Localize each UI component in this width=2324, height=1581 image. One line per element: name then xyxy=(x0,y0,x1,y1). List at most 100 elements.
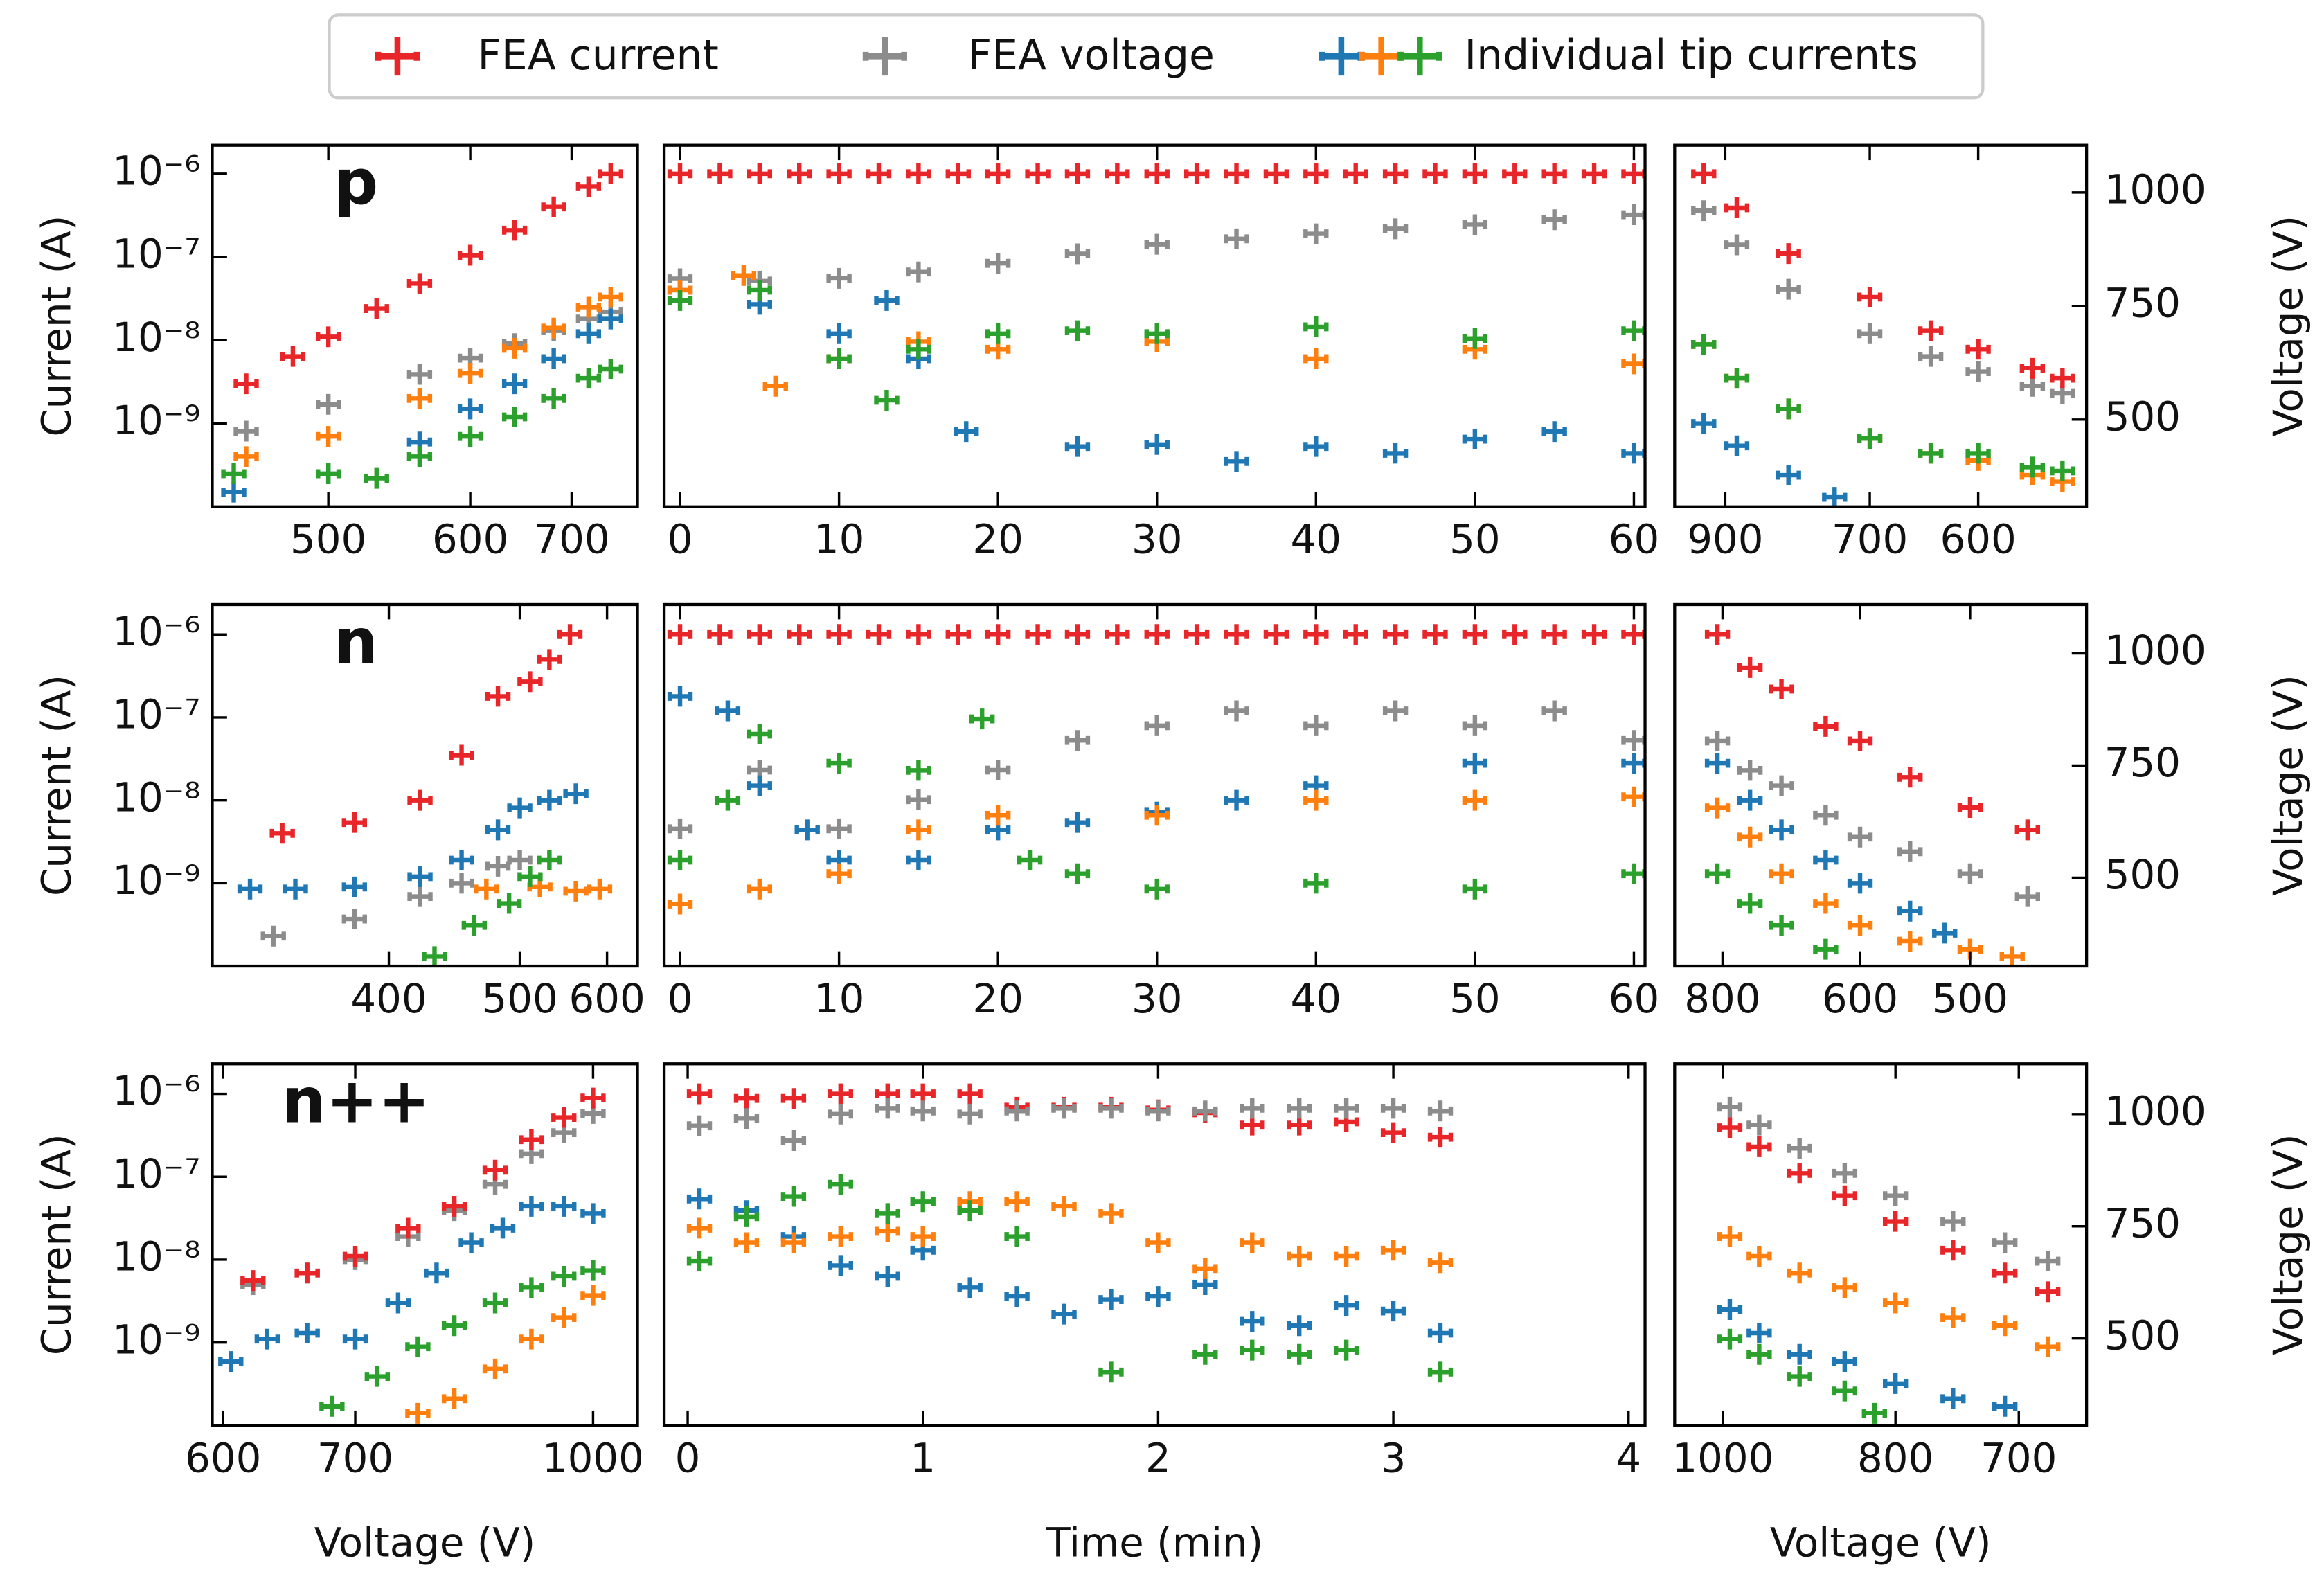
data-point xyxy=(551,1122,577,1143)
x-tick-label: 3 xyxy=(1381,1434,1406,1481)
data-point xyxy=(461,915,488,936)
legend-marker xyxy=(1359,37,1404,76)
y-tick-label: 10⁻⁸ xyxy=(112,774,200,821)
data-point xyxy=(1333,1111,1359,1132)
data-point xyxy=(1303,436,1329,457)
data-point xyxy=(580,1102,606,1124)
data-point xyxy=(957,1083,983,1105)
data-point xyxy=(541,317,566,339)
data-point xyxy=(1787,1366,1812,1387)
plot-area xyxy=(218,1087,606,1424)
y2-tick-label: 750 xyxy=(2104,739,2181,786)
data-point xyxy=(1897,931,1923,952)
data-point xyxy=(1025,163,1051,184)
data-point xyxy=(1303,873,1329,894)
data-point xyxy=(485,855,511,877)
data-point xyxy=(1704,797,1731,819)
x-tick-label: 2 xyxy=(1145,1434,1171,1481)
data-point xyxy=(1724,435,1750,456)
data-point xyxy=(1098,1203,1124,1224)
data-point xyxy=(1051,1195,1077,1217)
data-point xyxy=(519,1277,544,1298)
data-point xyxy=(667,289,693,311)
data-point xyxy=(1240,1098,1265,1119)
data-point xyxy=(1105,163,1130,184)
data-point xyxy=(828,1083,854,1105)
data-point xyxy=(1621,204,1645,226)
y-tick-label: 10⁻⁶ xyxy=(112,1067,200,1114)
data-point xyxy=(1343,624,1368,645)
data-point xyxy=(1287,1315,1312,1337)
data-point xyxy=(1621,753,1645,774)
data-point xyxy=(715,700,741,722)
data-point xyxy=(315,463,341,484)
data-point xyxy=(828,1226,854,1247)
data-point xyxy=(424,1262,449,1284)
data-point xyxy=(733,1232,760,1253)
x-tick-label: 800 xyxy=(1857,1434,1933,1481)
data-point xyxy=(1192,1274,1218,1295)
x-tick-label: 40 xyxy=(1291,975,1342,1022)
y-tick-label: 10⁻⁹ xyxy=(112,397,200,444)
data-point xyxy=(1847,915,1873,936)
data-point xyxy=(1918,346,1944,367)
x-axis-label: Voltage (V) xyxy=(1770,1519,1992,1566)
data-point xyxy=(364,298,389,319)
data-point xyxy=(1883,1292,1909,1314)
data-point xyxy=(1064,812,1091,833)
data-point xyxy=(1776,465,1801,486)
data-point xyxy=(780,1130,807,1152)
data-point xyxy=(1737,656,1763,678)
data-point xyxy=(474,878,499,900)
data-point xyxy=(1717,1328,1743,1350)
data-point xyxy=(537,850,562,870)
data-point xyxy=(1621,443,1645,464)
data-point xyxy=(406,273,433,294)
data-point xyxy=(780,1088,807,1109)
data-point xyxy=(587,878,613,900)
panel-frame xyxy=(1673,143,2089,508)
data-point xyxy=(747,294,773,315)
data-point xyxy=(1691,413,1717,434)
data-point xyxy=(667,268,693,289)
data-point xyxy=(1813,938,1839,960)
data-point xyxy=(1883,1373,1909,1394)
y2-tick-label: 1000 xyxy=(2104,166,2206,213)
data-point xyxy=(1224,789,1249,811)
data-point xyxy=(828,1103,854,1125)
data-point xyxy=(910,1226,936,1247)
data-point xyxy=(240,1270,266,1292)
data-point xyxy=(1992,1262,2018,1284)
data-point xyxy=(441,1388,467,1409)
plot-area xyxy=(1704,624,2040,967)
data-point xyxy=(1832,1185,1858,1206)
data-point xyxy=(1380,1122,1406,1143)
data-point xyxy=(1462,328,1488,349)
data-point xyxy=(501,407,528,427)
data-point xyxy=(280,346,306,367)
data-point xyxy=(1717,1226,1743,1247)
data-point xyxy=(1144,163,1170,184)
panel-label: p xyxy=(334,147,378,219)
data-point xyxy=(747,279,773,301)
data-point xyxy=(747,760,773,780)
data-point xyxy=(787,624,812,645)
data-point xyxy=(1064,243,1091,265)
data-point xyxy=(826,624,852,645)
data-point xyxy=(1333,1246,1359,1267)
x-tick-label: 60 xyxy=(1609,516,1660,563)
data-point xyxy=(1382,624,1409,645)
data-point xyxy=(233,373,259,395)
data-point xyxy=(1240,1311,1265,1332)
data-point xyxy=(364,1366,391,1387)
panel-frame xyxy=(211,1062,639,1427)
data-point xyxy=(1144,805,1170,826)
x-tick-label: 500 xyxy=(290,516,366,563)
data-point xyxy=(1427,1323,1454,1343)
data-point xyxy=(747,775,773,796)
data-point xyxy=(482,1159,508,1181)
data-point xyxy=(762,375,788,397)
data-point xyxy=(667,279,693,301)
data-point xyxy=(1965,361,1991,382)
data-point xyxy=(1303,163,1329,184)
